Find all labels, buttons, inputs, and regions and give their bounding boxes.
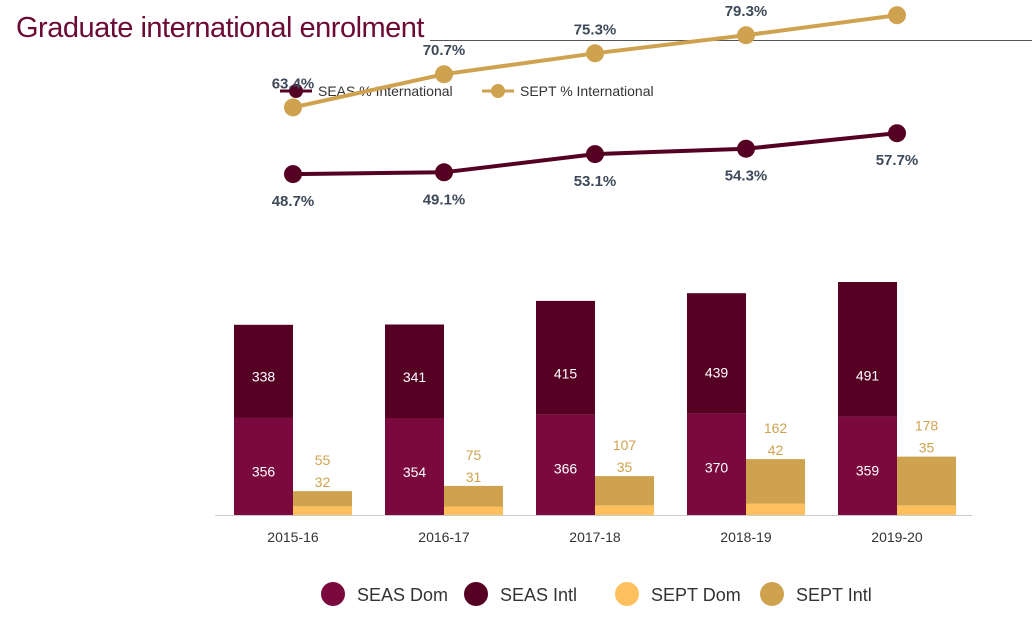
- seas-dom-value-2018-19: 370: [705, 460, 729, 476]
- seas-dom-legend-marker: [321, 582, 345, 606]
- line-legend: SEAS % International SEPT % International: [280, 83, 654, 99]
- percent-international-lines: 48.7% 49.1% 53.1% 54.3% 57.7% 63.4% 70.7% 75.3%…: [272, 0, 919, 210]
- sept-intl-value-2015-16: 55: [315, 452, 331, 468]
- sept-intl-bar-2015-16: [293, 491, 352, 507]
- sept-intl-value-2019-20: 178: [915, 418, 939, 434]
- seas-dom-value-2016-17: 354: [403, 464, 427, 480]
- seas-dom-legend-label: SEAS Dom: [357, 585, 448, 605]
- seas-intl-value-2019-20: 491: [856, 368, 880, 384]
- sept-intl-bar-2018-19: [746, 459, 805, 504]
- sept-intl-legend-label: SEPT Intl: [796, 585, 872, 605]
- sept-dom-value-2017-18: 35: [617, 459, 633, 475]
- sept-pct-international-point-2019-20: [888, 6, 906, 25]
- sept-intl-value-2018-19: 162: [764, 420, 788, 436]
- sept-pct-international-label-2018-19: 79.3%: [725, 3, 768, 20]
- seas-pct-international-point-2015-16: [284, 165, 302, 184]
- sept-pct-international-legend-label: SEPT % International: [520, 83, 654, 99]
- seas-intl-legend-label: SEAS Intl: [500, 585, 577, 605]
- seas-pct-international-label-2016-17: 49.1%: [423, 191, 466, 208]
- sept-pct-international-label-2016-17: 70.7%: [423, 42, 466, 59]
- sept-intl-bar-2019-20: [897, 456, 956, 506]
- sept-pct-international-point-2016-17: [435, 65, 453, 84]
- seas-pct-international-point-2019-20: [888, 124, 906, 143]
- seas-pct-international-point-2017-18: [586, 145, 604, 164]
- page-title: Graduate international enrolment: [16, 12, 424, 44]
- sept-intl-value-2017-18: 107: [613, 437, 637, 453]
- x-tick-label-2017-18: 2017-18: [569, 529, 621, 545]
- seas-dom-bar-2016-17: [385, 418, 444, 515]
- sept-pct-international-point-2018-19: [737, 26, 755, 45]
- sept-dom-value-2019-20: 35: [919, 440, 935, 456]
- sept-pct-international-label-2017-18: 75.3%: [574, 21, 617, 38]
- seas-pct-international-legend-marker: [289, 84, 303, 98]
- seas-dom-value-2015-16: 356: [252, 463, 276, 479]
- x-axis-labels: 2015-16 2016-17 2017-18 2018-19 2019-20: [267, 529, 923, 545]
- sept-dom-legend-marker: [615, 582, 639, 606]
- x-tick-label-2019-20: 2019-20: [871, 529, 923, 545]
- sept-pct-international-label-2015-16: 63.4%: [272, 75, 315, 92]
- seas-intl-value-2016-17: 341: [403, 369, 427, 385]
- seas-intl-legend-marker: [464, 582, 488, 606]
- seas-dom-bar-2019-20: [838, 416, 897, 515]
- seas-intl-bar-2019-20: [838, 282, 897, 417]
- sept-intl-bar-2016-17: [444, 485, 503, 507]
- sept-intl-legend-marker: [760, 582, 784, 606]
- x-tick-label-2015-16: 2015-16: [267, 529, 319, 545]
- seas-intl-bar-2017-18: [536, 300, 595, 415]
- sept-pct-international-point-2015-16: [284, 98, 302, 117]
- seas-intl-bar-2018-19: [687, 293, 746, 414]
- sept-dom-value-2018-19: 42: [768, 442, 784, 458]
- seas-pct-international-point-2016-17: [435, 163, 453, 182]
- x-tick-label-2016-17: 2016-17: [418, 529, 470, 545]
- sept-dom-bar-2016-17: [444, 506, 503, 515]
- seas-pct-international-point-2018-19: [737, 139, 755, 158]
- seas-intl-bar-2016-17: [385, 324, 444, 418]
- sept-dom-bar-2018-19: [746, 503, 805, 515]
- sept-pct-international-legend-marker: [491, 84, 505, 98]
- seas-pct-international-label-2017-18: 53.1%: [574, 173, 617, 190]
- seas-intl-bar-2015-16: [234, 324, 293, 418]
- sept-dom-bar-2019-20: [897, 505, 956, 515]
- title-divider: [430, 40, 1032, 41]
- sept-pct-international-point-2017-18: [586, 44, 604, 63]
- seas-dom-bar-2018-19: [687, 413, 746, 515]
- stacked-enrolment-bars: 356 338 55 32 354 341 75 31 366 415 107 35 370 439 162…: [234, 282, 956, 515]
- sept-dom-value-2015-16: 32: [315, 474, 331, 490]
- sept-dom-bar-2015-16: [293, 506, 352, 515]
- seas-pct-international-label-2018-19: 54.3%: [725, 168, 768, 185]
- seas-dom-bar-2017-18: [536, 414, 595, 515]
- seas-dom-value-2017-18: 366: [554, 461, 578, 477]
- sept-intl-bar-2017-18: [595, 476, 654, 506]
- sept-dom-value-2016-17: 31: [466, 469, 482, 485]
- seas-pct-international-label-2019-20: 57.7%: [876, 152, 919, 169]
- seas-intl-value-2015-16: 338: [252, 368, 276, 384]
- sept-dom-bar-2017-18: [595, 505, 654, 515]
- x-tick-label-2018-19: 2018-19: [720, 529, 772, 545]
- seas-dom-value-2019-20: 359: [856, 463, 880, 479]
- seas-intl-value-2018-19: 439: [705, 365, 729, 381]
- sept-intl-value-2016-17: 75: [466, 447, 482, 463]
- seas-intl-value-2017-18: 415: [554, 366, 578, 382]
- seas-dom-bar-2015-16: [234, 417, 293, 515]
- seas-pct-international-label-2015-16: 48.7%: [272, 193, 315, 210]
- bar-legend: SEAS Dom SEAS Intl SEPT Dom SEPT Intl: [321, 582, 872, 606]
- sept-dom-legend-label: SEPT Dom: [651, 585, 741, 605]
